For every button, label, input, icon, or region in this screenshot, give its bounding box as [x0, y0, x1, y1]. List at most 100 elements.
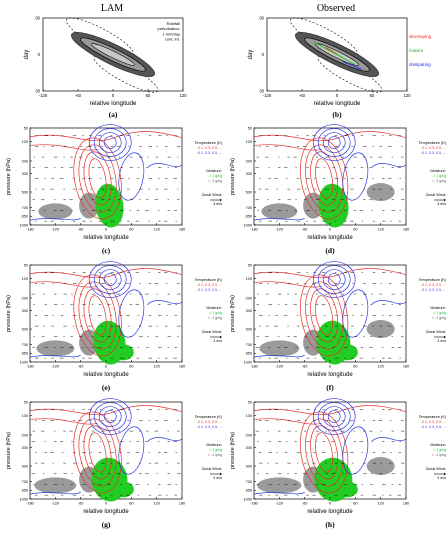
- panel-label: (h): [325, 520, 335, 529]
- y-tick-label: 700: [22, 480, 28, 484]
- x-tick-label: 120: [377, 502, 383, 506]
- wind-legend-title: Zonal Wind:: [426, 193, 446, 197]
- temperature-legend-title: Temperature (K): [419, 141, 447, 145]
- wind-legend-scale: 3 m/s: [437, 202, 446, 206]
- x-tick-label: 120: [153, 502, 159, 506]
- y-tick-label: 850: [246, 489, 252, 493]
- wind-legend-title: Zonal Wind:: [202, 330, 222, 334]
- moisture-legend-title: Moisture:: [206, 443, 222, 447]
- x-tick-label: 0: [105, 228, 107, 232]
- x-tick-label: 60: [353, 365, 357, 369]
- temperature-positive-contour: [88, 432, 107, 473]
- temperature-legend-positive: -0.1, 0.3, 0.5, ...: [197, 283, 222, 287]
- x-tick-label: -180: [26, 365, 34, 369]
- temperature-positive-contour: [78, 418, 117, 487]
- rainfall-contour-inner: [91, 43, 135, 66]
- y-axis-label: pressure (hPa): [6, 432, 12, 469]
- x-tick-label: 60: [370, 93, 375, 98]
- moisture-negative-region: [38, 203, 73, 220]
- x-tick-label: 180: [179, 365, 185, 369]
- x-axis-label: relative longitude: [307, 509, 353, 515]
- temperature-negative-contour: [327, 273, 341, 286]
- temperature-negative-contour: [103, 136, 117, 149]
- y-tick-label: 500: [246, 327, 252, 331]
- y-tick-label: 1000: [244, 360, 252, 364]
- x-tick-label: -60: [78, 228, 84, 232]
- x-axis-label: relative longitude: [83, 235, 129, 241]
- wind-scale-arrowhead: [444, 198, 446, 202]
- temperature-negative-contour: [29, 354, 81, 358]
- moisture-positive-region: [111, 481, 134, 498]
- x-tick-label: -60: [302, 228, 308, 232]
- moisture-negative-region: [261, 203, 298, 220]
- mature-contour: [313, 41, 355, 65]
- y-tick-label: 50: [24, 400, 28, 404]
- moisture-positive-region: [318, 183, 349, 228]
- y-tick-label: 700: [246, 480, 252, 484]
- y-tick-label: 100: [22, 414, 28, 418]
- temperature-positive-contour: [253, 418, 322, 425]
- temperature-negative-contour: [29, 217, 81, 221]
- x-tick-label: -60: [78, 502, 84, 506]
- moisture-legend-negative: < -1 g/kg: [432, 453, 446, 457]
- negative-contour: [93, 55, 159, 93]
- temperature-legend-title: Temperature (K): [195, 415, 223, 419]
- temperature-legend-negative: -0.1, 0.3, 0.5, ...: [421, 151, 446, 155]
- temperature-negative-contour: [327, 136, 341, 149]
- temperature-negative-contour: [322, 132, 346, 153]
- y-tick-label: -30: [34, 16, 41, 21]
- panel-f: -180 -120 -60 0 60 120 180 50 100 200 300 500 700 850…: [230, 261, 447, 392]
- moisture-positive-region: [335, 344, 358, 361]
- temperature-legend-title: Temperature (K): [195, 278, 223, 282]
- temperature-negative-contour: [342, 152, 369, 201]
- temperature-negative-contour: [322, 269, 346, 290]
- moisture-legend-negative: < -1 g/kg: [208, 179, 222, 183]
- temperature-negative-contour: [327, 410, 341, 423]
- moisture-negative-region: [36, 340, 75, 357]
- temperature-positive-contour: [78, 281, 117, 350]
- temperature-negative-contour: [253, 491, 305, 495]
- y-axis-label: pressure (hPa): [6, 295, 12, 332]
- y-tick-label: 500: [22, 327, 28, 331]
- y-axis-label: pressure (hPa): [230, 295, 236, 332]
- x-tick-label: 180: [179, 502, 185, 506]
- x-tick-label: -60: [302, 365, 308, 369]
- wind-scale-arrowhead: [444, 472, 446, 476]
- stage-legend-1: mature: [409, 48, 424, 53]
- moisture-legend-positive: > 1 g/kg: [209, 448, 222, 452]
- y-tick-label: 500: [246, 190, 252, 194]
- panel-a: -120 -60 0 60 120 -30 0 30 relative longitude day…: [24, 16, 188, 120]
- temperature-legend-negative: -0.1, 0.3, 0.5, ...: [421, 288, 446, 292]
- y-tick-label: 100: [246, 414, 252, 418]
- wind-scale-arrowhead: [220, 472, 222, 476]
- y-tick-label: 850: [246, 352, 252, 356]
- x-tick-label: 0: [105, 365, 107, 369]
- x-tick-label: 120: [180, 93, 188, 98]
- temperature-negative-contour: [312, 124, 356, 161]
- y-tick-label: 200: [22, 159, 28, 163]
- x-tick-label: 180: [403, 228, 409, 232]
- temperature-negative-contour: [372, 300, 407, 305]
- rainfall-legend-line: perturbation:: [158, 26, 180, 31]
- temperature-negative-contour: [98, 406, 122, 427]
- temperature-positive-contour: [29, 144, 98, 151]
- y-tick-label: 200: [246, 296, 252, 300]
- temperature-positive-contour: [299, 274, 349, 357]
- x-tick-label: -180: [26, 228, 34, 232]
- x-tick-label: -120: [263, 93, 272, 98]
- temperature-negative-contour: [312, 398, 356, 435]
- y-tick-label: 300: [246, 309, 252, 313]
- moisture-legend-negative: < -1 g/kg: [432, 179, 446, 183]
- temperature-legend-negative: -0.1, 0.3, 0.5, ...: [197, 425, 222, 429]
- temperature-legend-positive: -0.1, 0.3, 0.5, ...: [197, 146, 222, 150]
- x-tick-label: 0: [112, 93, 115, 98]
- y-tick-label: 100: [246, 140, 252, 144]
- temperature-positive-contour: [253, 144, 322, 151]
- temperature-positive-contour: [83, 425, 112, 480]
- temperature-negative-contour: [312, 261, 356, 298]
- temperature-negative-contour: [118, 289, 145, 338]
- y-tick-label: 700: [22, 206, 28, 210]
- x-tick-label: 120: [377, 365, 383, 369]
- temperature-legend-positive: -0.1, 0.3, 0.5, ...: [197, 420, 222, 424]
